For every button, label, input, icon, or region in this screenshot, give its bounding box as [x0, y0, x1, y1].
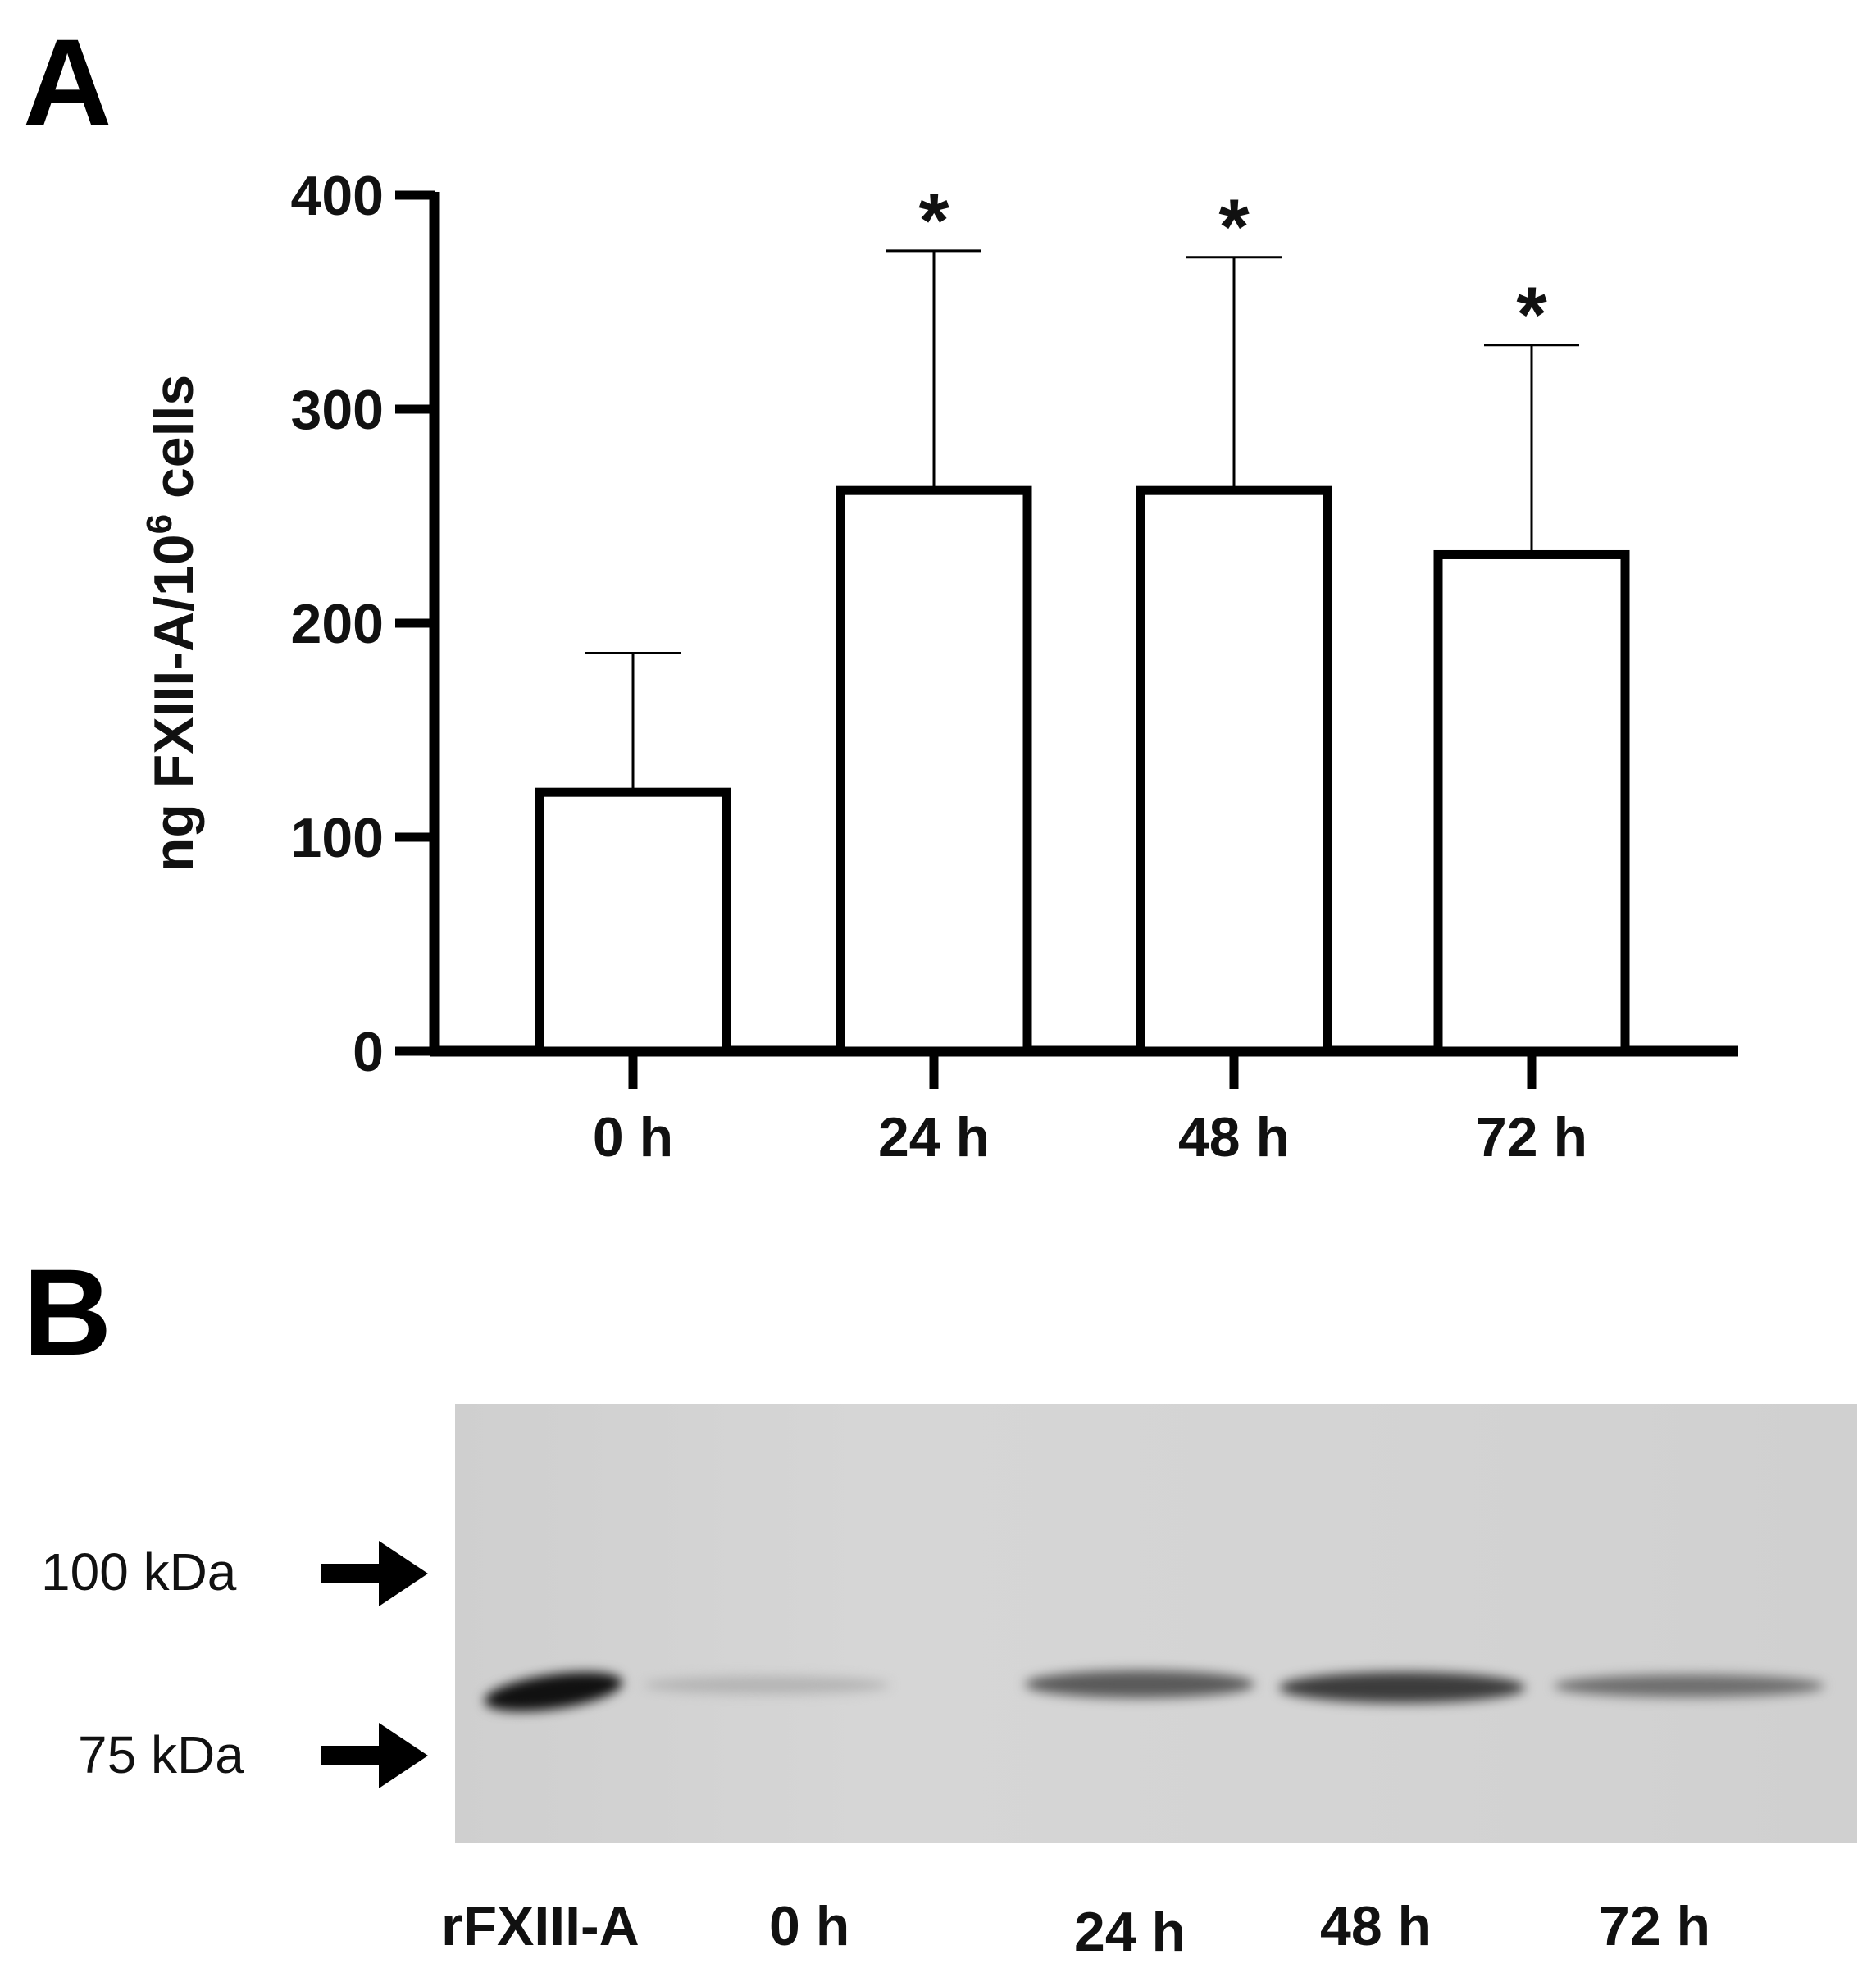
y-tick-label: 100 — [291, 807, 384, 869]
panel-b-letter: B — [23, 1243, 112, 1381]
y-axis-title: ng FXIII-A/106 cells — [139, 375, 205, 872]
x-tick-label: 0 h — [593, 1106, 673, 1168]
lane-label-72h: 72 h — [1599, 1895, 1711, 1957]
lane-label-0h: 0 h — [769, 1895, 850, 1957]
bar-chart: 0 100 200 300 400 0 h 24 h * 48 h * 72 h * ng FXIII… — [139, 165, 1738, 1168]
band-72h — [1554, 1674, 1824, 1697]
y-tick-label: 200 — [291, 593, 384, 655]
lane-label-48h: 48 h — [1320, 1895, 1432, 1957]
x-tick-label: 48 h — [1178, 1106, 1290, 1168]
western-blot-image — [455, 1404, 1857, 1843]
bar — [836, 485, 1032, 1056]
y-axis-title-superscript: 6 — [139, 514, 180, 534]
marker-label-75kda: 75 kDa — [78, 1725, 244, 1784]
chart-layer: 0 100 200 300 400 0 h 24 h * 48 h * 72 h * — [291, 165, 1738, 1168]
bar — [535, 787, 731, 1056]
significance-marker: * — [1516, 271, 1547, 359]
significance-marker: * — [1218, 184, 1250, 271]
marker-label-100kda: 100 kDa — [41, 1542, 237, 1601]
lane-label-rfxiii-a: rFXIII-A — [441, 1895, 640, 1957]
band-rfxiii-a — [481, 1665, 626, 1719]
x-tick-label: 24 h — [878, 1106, 990, 1168]
bar — [1433, 549, 1630, 1056]
y-axis-title-tail: cells — [143, 375, 205, 514]
marker-arrow-100kda — [321, 1541, 428, 1606]
band-48h — [1279, 1672, 1525, 1703]
bar — [1136, 485, 1332, 1056]
y-tick-label: 0 — [353, 1021, 384, 1083]
significance-marker: * — [918, 177, 949, 265]
y-tick-label: 300 — [291, 379, 384, 441]
y-axis-title-main: ng FXIII-A/10 — [143, 534, 205, 872]
y-tick-label: 400 — [291, 165, 384, 227]
band-24h — [1025, 1670, 1254, 1698]
panel-a-letter: A — [23, 13, 112, 151]
band-0h — [644, 1676, 890, 1694]
x-tick-label: 72 h — [1476, 1106, 1587, 1168]
marker-arrow-75kda — [321, 1723, 428, 1788]
lane-label-24h: 24 h — [1074, 1901, 1186, 1963]
